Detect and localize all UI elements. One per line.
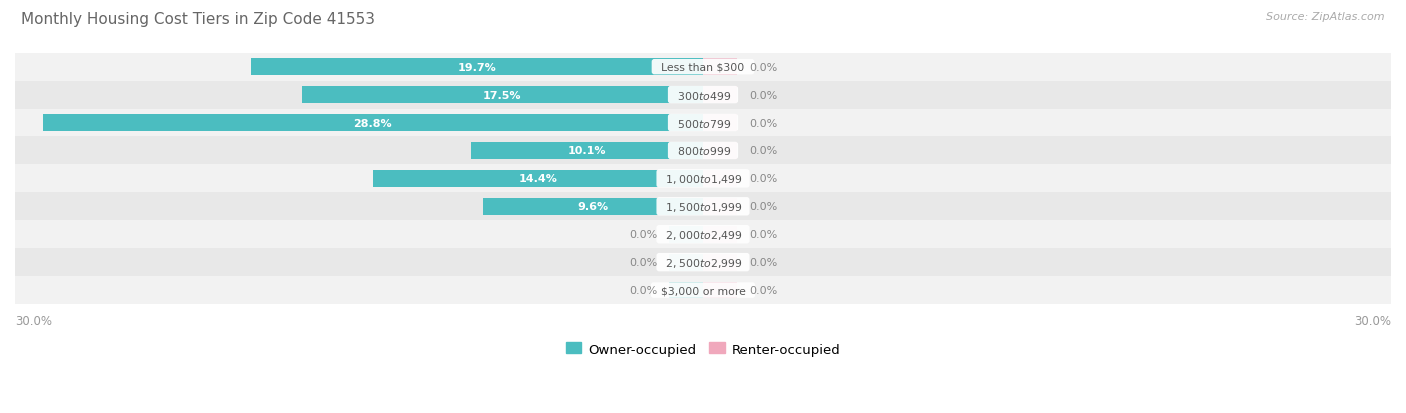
Text: 0.0%: 0.0%: [749, 118, 778, 128]
Text: 30.0%: 30.0%: [15, 314, 52, 327]
Text: $3,000 or more: $3,000 or more: [654, 285, 752, 295]
Bar: [482, 198, 703, 215]
Text: 19.7%: 19.7%: [458, 62, 496, 73]
Bar: [703, 171, 737, 188]
Text: $1,500 to $1,999: $1,500 to $1,999: [659, 200, 747, 213]
Legend: Owner-occupied, Renter-occupied: Owner-occupied, Renter-occupied: [560, 337, 846, 361]
Bar: [703, 198, 737, 215]
Bar: [703, 254, 737, 271]
Bar: [15, 109, 1391, 137]
Bar: [15, 249, 1391, 276]
Text: 0.0%: 0.0%: [749, 62, 778, 73]
Text: 0.0%: 0.0%: [749, 230, 778, 240]
Bar: [703, 59, 737, 76]
Bar: [669, 226, 703, 243]
Text: 10.1%: 10.1%: [568, 146, 606, 156]
Text: $1,000 to $1,499: $1,000 to $1,499: [659, 173, 747, 185]
Text: 0.0%: 0.0%: [749, 174, 778, 184]
Bar: [703, 115, 737, 132]
Text: $300 to $499: $300 to $499: [671, 89, 735, 101]
Bar: [703, 143, 737, 159]
Text: 9.6%: 9.6%: [578, 202, 609, 212]
Bar: [15, 221, 1391, 249]
Bar: [703, 87, 737, 104]
Bar: [669, 282, 703, 299]
Bar: [703, 226, 737, 243]
Text: 30.0%: 30.0%: [1354, 314, 1391, 327]
Bar: [15, 165, 1391, 193]
Bar: [15, 54, 1391, 81]
Bar: [15, 276, 1391, 304]
Bar: [15, 193, 1391, 221]
Bar: [373, 171, 703, 188]
Bar: [703, 282, 737, 299]
Text: 0.0%: 0.0%: [749, 90, 778, 100]
Text: 0.0%: 0.0%: [628, 285, 657, 295]
Bar: [471, 143, 703, 159]
Text: $2,500 to $2,999: $2,500 to $2,999: [659, 256, 747, 269]
Text: $2,000 to $2,499: $2,000 to $2,499: [659, 228, 747, 241]
Text: $500 to $799: $500 to $799: [671, 117, 735, 129]
Text: 14.4%: 14.4%: [519, 174, 557, 184]
Text: Source: ZipAtlas.com: Source: ZipAtlas.com: [1267, 12, 1385, 22]
Text: 0.0%: 0.0%: [749, 285, 778, 295]
Text: Less than $300: Less than $300: [654, 62, 752, 73]
Text: 0.0%: 0.0%: [628, 230, 657, 240]
Text: 17.5%: 17.5%: [484, 90, 522, 100]
Text: 0.0%: 0.0%: [749, 258, 778, 268]
Bar: [302, 87, 703, 104]
Text: 0.0%: 0.0%: [749, 202, 778, 212]
Bar: [15, 137, 1391, 165]
Text: 0.0%: 0.0%: [628, 258, 657, 268]
Bar: [42, 115, 703, 132]
Text: $800 to $999: $800 to $999: [671, 145, 735, 157]
Bar: [15, 81, 1391, 109]
Text: 0.0%: 0.0%: [749, 146, 778, 156]
Bar: [252, 59, 703, 76]
Text: 28.8%: 28.8%: [353, 118, 392, 128]
Bar: [669, 254, 703, 271]
Text: Monthly Housing Cost Tiers in Zip Code 41553: Monthly Housing Cost Tiers in Zip Code 4…: [21, 12, 375, 27]
